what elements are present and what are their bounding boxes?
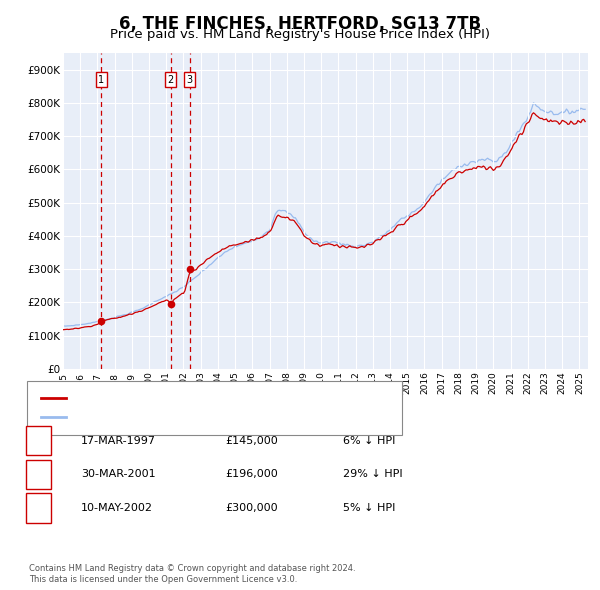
Text: £145,000: £145,000: [225, 436, 278, 445]
Text: HPI: Average price, detached house, East Hertfordshire: HPI: Average price, detached house, East…: [71, 412, 359, 422]
Text: Contains HM Land Registry data © Crown copyright and database right 2024.: Contains HM Land Registry data © Crown c…: [29, 565, 355, 573]
Text: 17-MAR-1997: 17-MAR-1997: [81, 436, 156, 445]
Text: 2: 2: [167, 75, 174, 85]
Text: £300,000: £300,000: [225, 503, 278, 513]
Text: 6, THE FINCHES, HERTFORD, SG13 7TB: 6, THE FINCHES, HERTFORD, SG13 7TB: [119, 15, 481, 33]
Text: Price paid vs. HM Land Registry's House Price Index (HPI): Price paid vs. HM Land Registry's House …: [110, 28, 490, 41]
Text: 1: 1: [35, 434, 42, 447]
Text: 5% ↓ HPI: 5% ↓ HPI: [343, 503, 395, 513]
Text: 29% ↓ HPI: 29% ↓ HPI: [343, 470, 403, 479]
Text: £196,000: £196,000: [225, 470, 278, 479]
Text: 30-MAR-2001: 30-MAR-2001: [81, 470, 155, 479]
Text: 10-MAY-2002: 10-MAY-2002: [81, 503, 153, 513]
Text: This data is licensed under the Open Government Licence v3.0.: This data is licensed under the Open Gov…: [29, 575, 297, 584]
Text: 2: 2: [35, 468, 42, 481]
Text: 6, THE FINCHES, HERTFORD, SG13 7TB (detached house): 6, THE FINCHES, HERTFORD, SG13 7TB (deta…: [71, 393, 368, 403]
Text: 1: 1: [98, 75, 104, 85]
Text: 6% ↓ HPI: 6% ↓ HPI: [343, 436, 395, 445]
Text: 3: 3: [187, 75, 193, 85]
Text: 3: 3: [35, 502, 42, 514]
